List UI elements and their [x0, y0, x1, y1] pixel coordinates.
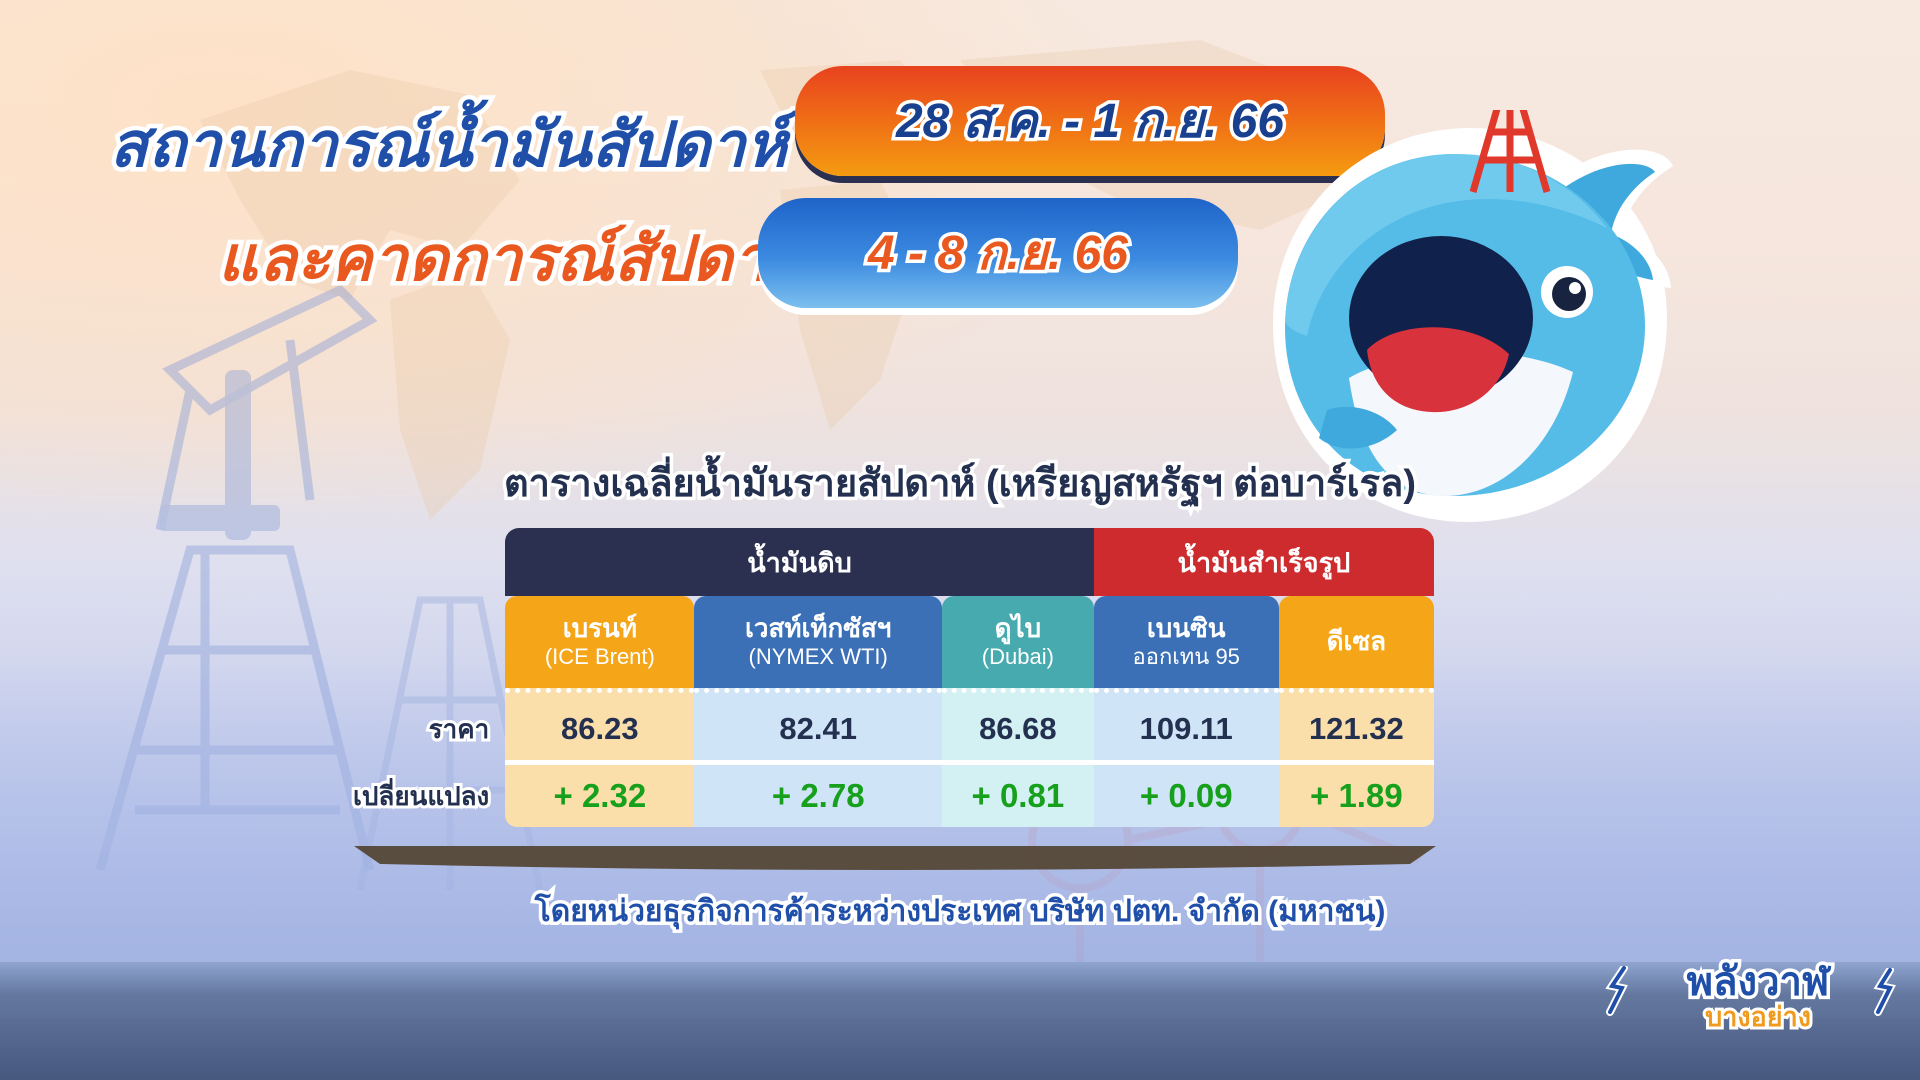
column-header-dubai: ดูไบ (Dubai)	[941, 596, 1094, 688]
sparkle-left-icon	[1605, 966, 1628, 1016]
column-header-diesel: ดีเซล	[1278, 596, 1434, 688]
table-column-header-row: เบรนท์ (ICE Brent) เวสท์เท็กซัสฯ (NYMEX …	[352, 596, 1434, 688]
cell-price-brent: 86.23	[505, 698, 695, 760]
cell-change-diesel: + 1.89	[1278, 765, 1434, 827]
whale-mascot-icon	[1273, 110, 1673, 522]
column-header-wti-th: เวสท์เท็กซัสฯ	[745, 613, 892, 644]
column-header-brent-en: (ICE Brent)	[544, 644, 655, 670]
brand-logo-line-1: พลังวาฬ	[1683, 959, 1833, 1006]
column-header-brent-th: เบรนท์	[562, 613, 637, 644]
table-row-separator	[352, 760, 1434, 765]
cell-price-gasoline: 109.11	[1093, 698, 1279, 760]
oil-price-table: น้ำมันดิบ น้ำมันสำเร็จรูป เบรนท์ (ICE Br…	[350, 528, 1434, 827]
date-badge-current-week-label: 28 ส.ค. - 1 ก.ย. 66	[892, 92, 1287, 152]
column-header-brent: เบรนท์ (ICE Brent)	[505, 596, 695, 688]
group-header-crude: น้ำมันดิบ	[505, 528, 1094, 596]
cell-change-brent: + 2.32	[505, 765, 695, 827]
table-caption: ตารางเฉลี่ยน้ำมันรายสัปดาห์ (เหรียญสหรัฐ…	[501, 460, 1420, 509]
table-group-header-row: น้ำมันดิบ น้ำมันสำเร็จรูป	[352, 528, 1434, 596]
column-header-wti: เวสท์เท็กซัสฯ (NYMEX WTI)	[694, 596, 942, 688]
date-badge-forecast-week-label: 4 - 8 ก.ย. 66	[865, 224, 1132, 284]
date-badge-current-week: 28 ส.ค. - 1 ก.ย. 66	[795, 66, 1385, 176]
column-header-diesel-th: ดีเซล	[1326, 625, 1387, 656]
date-badge-forecast-week: 4 - 8 ก.ย. 66	[758, 198, 1238, 308]
cell-change-dubai: + 0.81	[941, 765, 1094, 827]
column-header-dubai-th: ดูไบ	[994, 613, 1042, 644]
column-header-dubai-en: (Dubai)	[981, 644, 1054, 670]
row-label-change: เปลี่ยนแปลง	[350, 778, 492, 814]
table-drop-shadow	[354, 846, 1436, 870]
row-label-price: ราคา	[426, 711, 493, 747]
cell-change-gasoline: + 0.09	[1093, 765, 1279, 827]
table-dotted-separator	[352, 688, 1434, 698]
table-row-price: ราคา 86.23 82.41 86.68 109.11 121.32	[352, 698, 1434, 760]
column-header-gasoline-th: เบนซิน	[1146, 613, 1226, 644]
table-row-change: เปลี่ยนแปลง + 2.32 + 2.78 + 0.81 + 0.09 …	[350, 765, 1434, 827]
headline-line-2: และคาดการณ์สัปดาห์	[214, 221, 814, 299]
brand-logo: พลังวาฬ บางอย่าง	[1605, 959, 1898, 1066]
column-header-wti-en: (NYMEX WTI)	[748, 644, 888, 670]
cell-price-dubai: 86.68	[941, 698, 1094, 760]
cell-change-wti: + 2.78	[694, 765, 942, 827]
column-header-gasoline-en: ออกเทน 95	[1132, 644, 1240, 670]
cell-price-diesel: 121.32	[1278, 698, 1434, 760]
group-header-refined: น้ำมันสำเร็จรูป	[1093, 528, 1434, 596]
background-bottom-band-dark	[0, 1018, 1920, 1080]
cell-price-wti: 82.41	[694, 698, 942, 760]
headline-line-1: สถานการณ์น้ำมันสัปดาห์	[105, 107, 791, 185]
source-credit: โดยหน่วยธุรกิจการค้าระหว่างประเทศ บริษัท…	[531, 892, 1389, 932]
column-header-gasoline: เบนซิน ออกเทน 95	[1093, 596, 1279, 688]
brand-logo-line-2: บางอย่าง	[1702, 1001, 1814, 1034]
sparkle-right-icon	[1873, 968, 1896, 1016]
